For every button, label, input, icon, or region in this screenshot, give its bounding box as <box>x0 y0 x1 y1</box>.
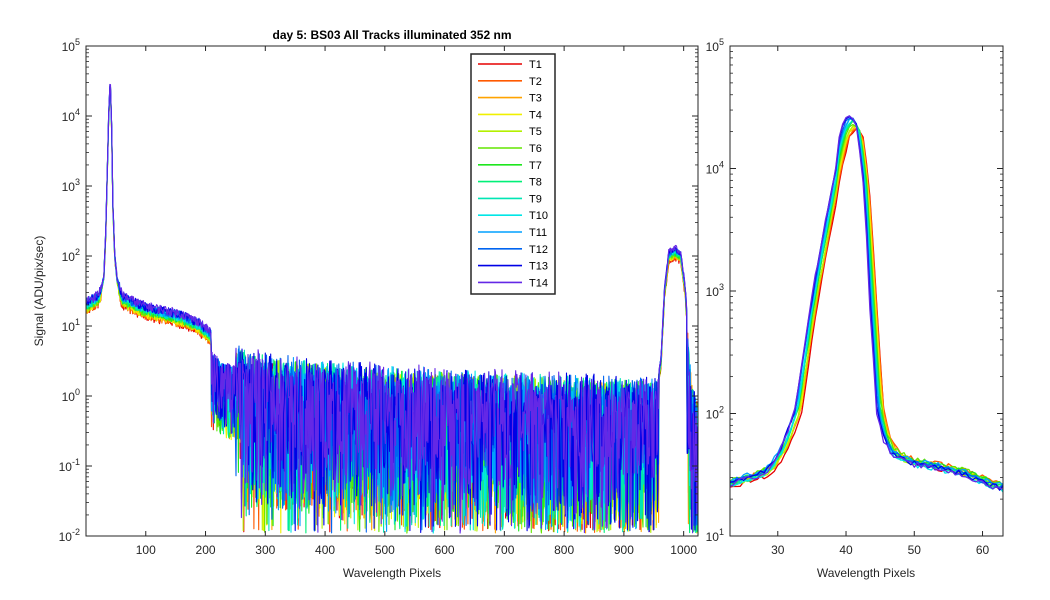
legend-label-T14: T14 <box>529 277 548 289</box>
chart-title: day 5: BS03 All Tracks illuminated 352 n… <box>273 28 512 42</box>
left-y-tick-label: 102 <box>62 247 80 264</box>
left-y-tick-label: 101 <box>62 317 80 334</box>
main-spectrum-chart: 100 200 300 400 500 600 700 800 900 1000 10-2 10-1 1… <box>32 28 699 580</box>
left-x-tick-label: 400 <box>315 543 335 557</box>
right-plot-frame <box>729 45 1004 537</box>
zoom-series-line-T14 <box>730 115 1003 490</box>
legend-label-T12: T12 <box>529 244 548 256</box>
left-y-tick-label: 100 <box>62 387 80 404</box>
right-series-group <box>730 115 1003 493</box>
legend-label-T4: T4 <box>529 109 542 121</box>
left-y-tick-label: 10-1 <box>59 457 80 474</box>
left-x-tick-label: 200 <box>196 543 216 557</box>
legend-label-T3: T3 <box>529 93 542 105</box>
right-y-tick-label: 103 <box>706 282 724 299</box>
left-y-tick-label: 10-2 <box>59 527 80 544</box>
left-x-tick-label: 300 <box>255 543 275 557</box>
right-y-tick-label: 101 <box>706 527 724 544</box>
legend: T1 T2 T3 T4 T5 T6 T7 T8 T9 T10 T11 T12 T13 T14 <box>470 53 556 295</box>
legend-items: T1 T2 T3 T4 T5 T6 T7 T8 T9 T10 T11 T12 T13 T14 <box>478 59 548 289</box>
left-x-tick-label: 100 <box>136 543 156 557</box>
left-plot-frame <box>85 45 699 537</box>
left-y-tick-label: 103 <box>62 177 80 194</box>
legend-label-T8: T8 <box>529 177 542 189</box>
right-y-tick-label: 102 <box>706 405 724 422</box>
left-x-tick-label: 600 <box>435 543 455 557</box>
left-y-tick-label: 105 <box>62 37 80 54</box>
legend-label-T7: T7 <box>529 160 542 172</box>
series-line-T14 <box>86 83 698 534</box>
left-y-tick-label: 104 <box>62 107 80 124</box>
left-x-tick-label: 700 <box>494 543 514 557</box>
zoomed-peak-chart: 30 40 50 60 101 102 103 104 105 Wavelength Pixel… <box>706 37 1004 580</box>
right-y-tick-label: 105 <box>706 37 724 54</box>
right-x-axis-label: Wavelength Pixels <box>817 566 915 580</box>
left-x-tick-label: 800 <box>554 543 574 557</box>
legend-label-T9: T9 <box>529 193 542 205</box>
legend-box <box>470 53 556 295</box>
legend-label-T13: T13 <box>529 261 548 273</box>
y-axis-label: Signal (ADU/pix/sec) <box>32 236 46 347</box>
right-plot-area <box>730 46 1003 536</box>
right-axes: 30 40 50 60 101 102 103 104 105 <box>706 37 1003 557</box>
left-x-tick-label: 900 <box>614 543 634 557</box>
legend-label-T10: T10 <box>529 210 548 222</box>
left-x-tick-label: 1000 <box>670 543 697 557</box>
legend-label-T5: T5 <box>529 126 542 138</box>
left-x-axis-label: Wavelength Pixels <box>343 566 441 580</box>
right-y-tick-label: 104 <box>706 160 724 177</box>
legend-label-T11: T11 <box>529 227 547 239</box>
right-x-tick-label: 60 <box>976 543 990 557</box>
right-x-tick-label: 40 <box>839 543 853 557</box>
legend-label-T2: T2 <box>529 76 542 88</box>
left-x-tick-label: 500 <box>375 543 395 557</box>
right-x-tick-label: 30 <box>771 543 785 557</box>
legend-label-T6: T6 <box>529 143 542 155</box>
legend-label-T1: T1 <box>529 59 542 71</box>
right-x-tick-label: 50 <box>908 543 922 557</box>
left-series-group <box>86 83 698 534</box>
